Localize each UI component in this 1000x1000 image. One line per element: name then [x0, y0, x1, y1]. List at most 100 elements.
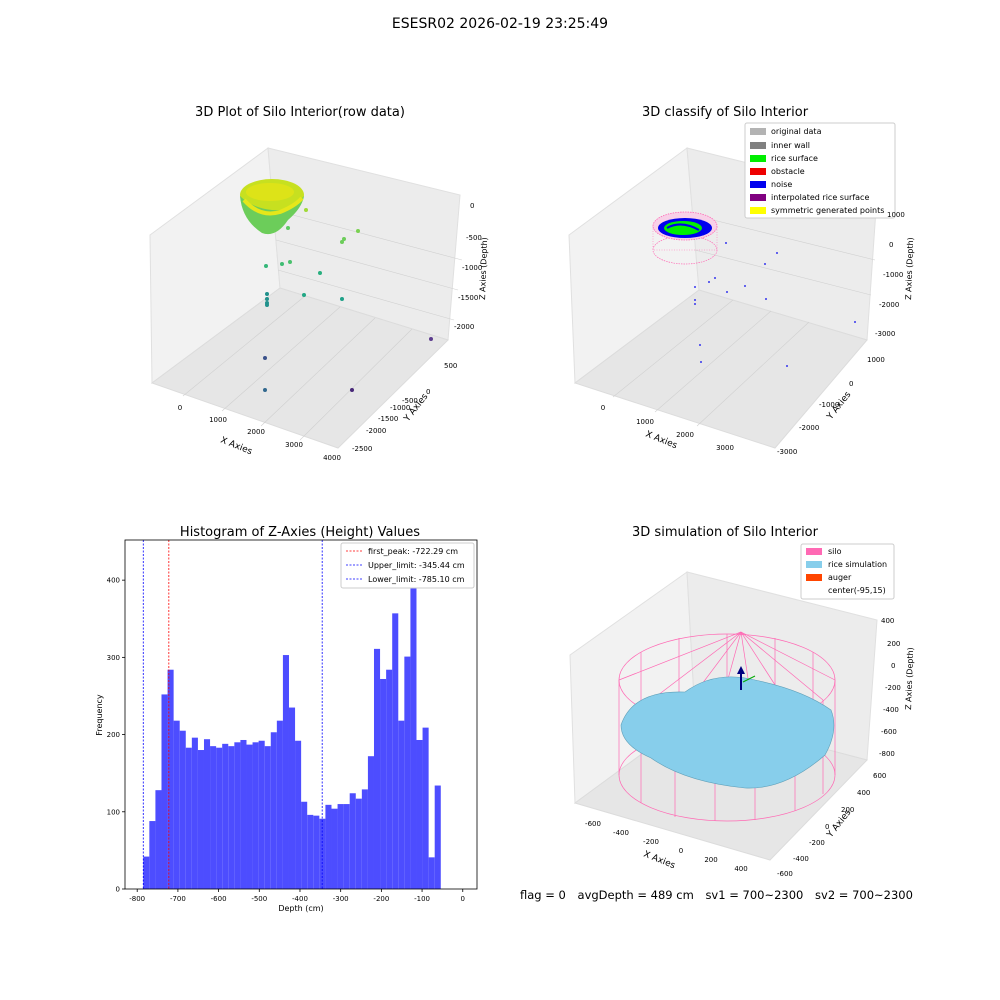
svg-text:Upper_limit: -345.44 cm: Upper_limit: -345.44 cm: [368, 561, 465, 570]
hist-bar: [246, 744, 253, 889]
hist-bar: [216, 747, 223, 889]
svg-text:noise: noise: [771, 180, 792, 189]
hist-bar: [428, 857, 435, 889]
svg-text:0: 0: [426, 388, 430, 396]
figure-title: ESESR02 2026-02-19 23:25:49: [391, 16, 609, 32]
sv1-text: sv1 = 700~2300: [705, 888, 804, 902]
hist-bar: [222, 743, 229, 889]
hist-bar: [276, 720, 283, 889]
svg-text:500: 500: [444, 362, 457, 370]
hist-bar: [149, 821, 156, 889]
classify-noise-points: [694, 242, 856, 367]
hist-bar: [361, 789, 368, 889]
svg-text:400: 400: [881, 617, 894, 625]
svg-text:-200: -200: [643, 838, 659, 846]
hist-bar: [325, 804, 332, 889]
hist-xlabel: Depth (cm): [278, 904, 323, 913]
classify-3d-plot: 3D classify of Silo Interior original da…: [568, 105, 915, 456]
hist-bar: [161, 694, 168, 889]
hist-bar: [173, 720, 180, 889]
svg-text:-1500: -1500: [458, 294, 478, 302]
hist-bar: [282, 655, 289, 889]
hist-bar: [301, 801, 308, 889]
classify-zlabel: Z Axies (Depth): [904, 237, 915, 300]
legend-swatch: [806, 587, 822, 594]
hist-x-tick-label: -400: [292, 895, 308, 903]
svg-text:-400: -400: [883, 706, 899, 714]
hist-bar: [228, 746, 235, 889]
svg-text:rice simulation: rice simulation: [828, 560, 887, 569]
hist-bar: [434, 785, 441, 889]
svg-text:-600: -600: [881, 728, 897, 736]
hist-bar: [295, 740, 302, 889]
svg-text:-2000: -2000: [879, 301, 899, 309]
sim-z-ticks: 400 200 0 -200 -400 -600 -800: [879, 617, 901, 758]
raw-zlabel: Z Axies (Depth): [478, 237, 489, 300]
svg-text:1000: 1000: [867, 356, 885, 364]
simulation-3d-plot: 3D simulation of Silo Interior silo rice…: [569, 525, 915, 878]
avg-depth-text: avgDepth = 489 cm: [577, 888, 694, 902]
legend-swatch: [750, 142, 766, 149]
hist-title: Histogram of Z-Axies (Height) Values: [180, 525, 420, 540]
hist-bar: [380, 678, 387, 889]
hist-bar: [270, 732, 277, 889]
svg-text:original data: original data: [771, 127, 822, 136]
classify-title: 3D classify of Silo Interior: [642, 105, 809, 120]
sim-y-ticks: 600 400 200 0 -200 -400 -600: [777, 772, 886, 878]
hist-bar: [288, 707, 296, 889]
hist-bar: [404, 656, 411, 889]
classify-z-ticks: 1000 0 -1000 -2000 -3000: [875, 211, 905, 338]
svg-text:-400: -400: [793, 855, 809, 863]
depth-histogram: Histogram of Z-Axies (Height) Values -80…: [95, 525, 478, 913]
hist-bar: [167, 669, 174, 889]
svg-text:-600: -600: [777, 870, 793, 878]
svg-text:center(-95,15): center(-95,15): [828, 586, 886, 595]
svg-text:inner wall: inner wall: [771, 141, 810, 150]
hist-y-tick-label: 200: [107, 731, 120, 739]
legend-swatch: [806, 574, 822, 581]
hist-legend: first_peak: -722.29 cm Upper_limit: -345…: [340, 542, 475, 589]
sim-auger: [737, 666, 756, 690]
svg-text:4000: 4000: [323, 454, 341, 462]
hist-x-tick-label: -700: [170, 895, 186, 903]
raw-data-3d-plot: 3D Plot of Silo Interior(row data) 0 100…: [149, 105, 489, 462]
hist-bar: [203, 739, 211, 889]
hist-x-tick-label: -100: [414, 895, 430, 903]
sim-zlabel: Z Axies (Depth): [904, 647, 915, 710]
svg-text:2000: 2000: [676, 431, 694, 439]
hist-y-ticks: 0 100 200 300 400: [107, 577, 125, 894]
svg-text:600: 600: [873, 772, 886, 780]
hist-bar: [367, 756, 374, 889]
classify-floor-pane: [573, 289, 868, 449]
svg-text:auger: auger: [828, 573, 852, 582]
svg-text:-3000: -3000: [875, 330, 895, 338]
sim-legend: silo rice simulation auger center(-95,15…: [800, 543, 895, 600]
svg-text:interpolated rice surface: interpolated rice surface: [771, 193, 869, 202]
hist-bar: [179, 730, 186, 889]
svg-text:-1500: -1500: [378, 415, 398, 423]
hist-bar: [252, 742, 259, 889]
hist-bar: [398, 720, 405, 889]
raw-rice-surface: [240, 179, 304, 235]
hist-bar: [386, 669, 393, 889]
svg-text:-200: -200: [885, 684, 901, 692]
svg-text:3000: 3000: [285, 441, 303, 449]
svg-text:-500: -500: [402, 397, 418, 405]
legend-swatch: [806, 548, 822, 555]
flag-text: flag = 0: [520, 888, 566, 902]
svg-text:0: 0: [825, 823, 829, 831]
raw-xlabel: X Axies: [219, 436, 254, 458]
hist-y-tick-label: 100: [107, 808, 120, 816]
raw-title: 3D Plot of Silo Interior(row data): [195, 105, 405, 120]
svg-text:first_peak: -722.29 cm: first_peak: -722.29 cm: [368, 547, 458, 556]
svg-text:silo: silo: [828, 547, 842, 556]
svg-text:-600: -600: [585, 820, 601, 828]
hist-ylabel: Frequency: [95, 694, 104, 736]
hist-x-tick-label: -500: [251, 895, 267, 903]
legend-swatch: [750, 155, 766, 162]
hist-bars: [143, 576, 441, 889]
hist-bar: [343, 804, 350, 889]
svg-text:400: 400: [857, 789, 870, 797]
svg-text:-200: -200: [809, 839, 825, 847]
svg-text:Lower_limit: -785.10 cm: Lower_limit: -785.10 cm: [368, 575, 465, 584]
